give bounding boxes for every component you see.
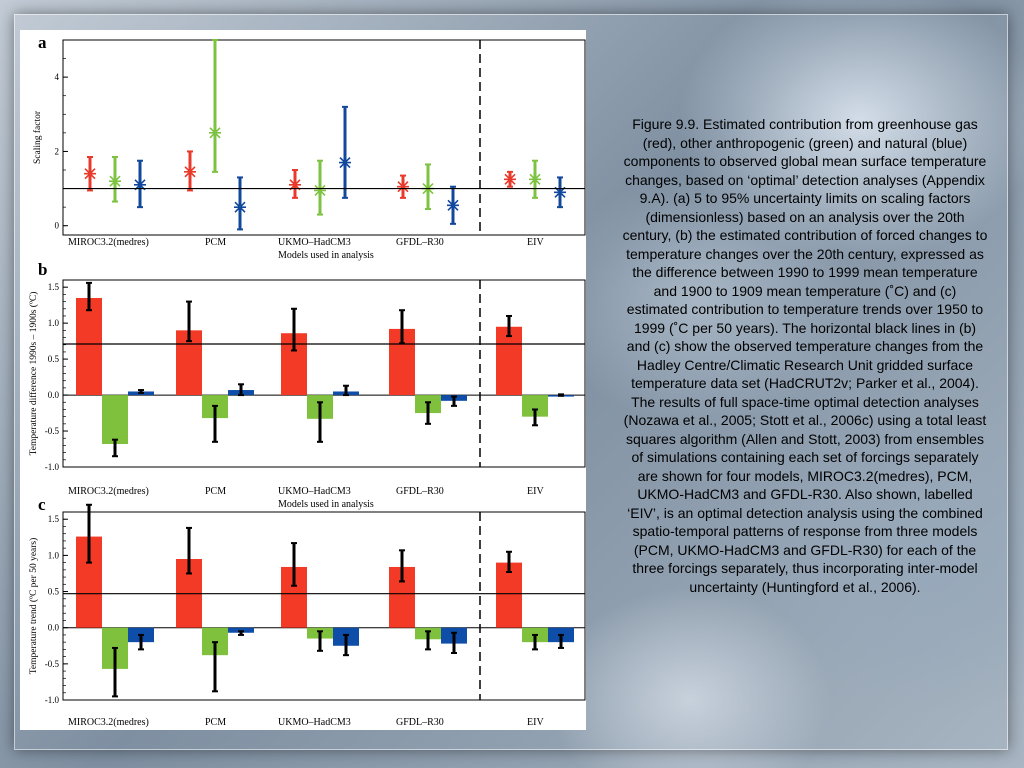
x-category-label: UKMO–HadCM3 [278, 486, 351, 497]
x-category-label: GFDL–R30 [396, 237, 444, 248]
plot-frame-a [62, 39, 586, 236]
y-tick-label: 1.5 [48, 514, 60, 524]
x-category-label: UKMO–HadCM3 [278, 717, 351, 728]
y-tick-label: -1.0 [45, 695, 60, 705]
y-tick-label: 0.5 [48, 587, 60, 597]
y-tick-label: 0.0 [48, 623, 60, 633]
best-estimate-marker [339, 157, 351, 169]
best-estimate-marker [209, 127, 221, 139]
y-tick-label: 0.0 [48, 390, 60, 400]
bar-red-0 [76, 297, 102, 396]
x-category-label: GFDL–R30 [396, 717, 444, 728]
y-tick-label: 1.0 [48, 550, 60, 560]
x-category-label: UKMO–HadCM3 [278, 237, 351, 248]
bar-green-0 [102, 395, 128, 444]
panel-letter-c: c [38, 495, 46, 514]
figure-svg: a 0 2 4 Scaling factor MIROC3.2(medres) PCM UKM… [28, 33, 586, 728]
y-tick-label: 2 [55, 146, 60, 156]
best-estimate-marker [314, 184, 326, 196]
x-category-label: MIROC3.2(medres) [68, 486, 149, 497]
x-category-label: PCM [205, 237, 226, 248]
best-estimate-marker [109, 175, 121, 187]
x-category-label: EIV [527, 237, 544, 248]
x-category-label: GFDL–R30 [396, 486, 444, 497]
slide-frame [14, 14, 1008, 750]
y-axis-label: Temperature difference 1990s – 1900s (ºC… [28, 292, 39, 456]
y-tick-label: 1.0 [48, 318, 60, 328]
best-estimate-marker [234, 201, 246, 213]
best-estimate-marker [84, 168, 96, 180]
bar-green-4 [522, 395, 548, 417]
x-axis-caption: Models used in analysis [278, 250, 374, 261]
bar-blue-1 [228, 627, 254, 633]
y-axis-label: Scaling factor [32, 110, 43, 164]
best-estimate-marker [447, 199, 459, 211]
best-estimate-marker [184, 166, 196, 178]
best-estimate-marker [397, 181, 409, 193]
figure-panel: a 0 2 4 Scaling factor MIROC3.2(medres) PCM UKM… [20, 30, 586, 730]
x-category-label: PCM [205, 486, 226, 497]
y-tick-label: 4 [55, 72, 60, 82]
x-category-label: MIROC3.2(medres) [68, 717, 149, 728]
x-category-label: PCM [205, 717, 226, 728]
y-axis-label: Temperature trend (ºC per 50 years) [28, 538, 39, 675]
x-axis-caption: Models used in analysis [278, 499, 374, 510]
panel-letter-a: a [38, 33, 47, 52]
bar-red-4 [496, 326, 522, 396]
x-category-label: MIROC3.2(medres) [68, 237, 149, 248]
y-tick-label: 1.5 [48, 282, 60, 292]
x-category-label: EIV [527, 717, 544, 728]
bar-red-4 [496, 562, 522, 628]
best-estimate-marker [504, 173, 516, 185]
x-category-label: EIV [527, 486, 544, 497]
y-tick-label: 0.5 [48, 354, 60, 364]
y-tick-label: 0 [55, 221, 60, 231]
y-tick-label: -0.5 [45, 659, 60, 669]
figure-caption: Figure 9.9. Estimated contribution from … [622, 116, 988, 595]
y-tick-label: -0.5 [45, 426, 60, 436]
best-estimate-marker [529, 173, 541, 185]
y-tick-label: -1.0 [45, 462, 60, 472]
panel-letter-b: b [38, 260, 47, 279]
